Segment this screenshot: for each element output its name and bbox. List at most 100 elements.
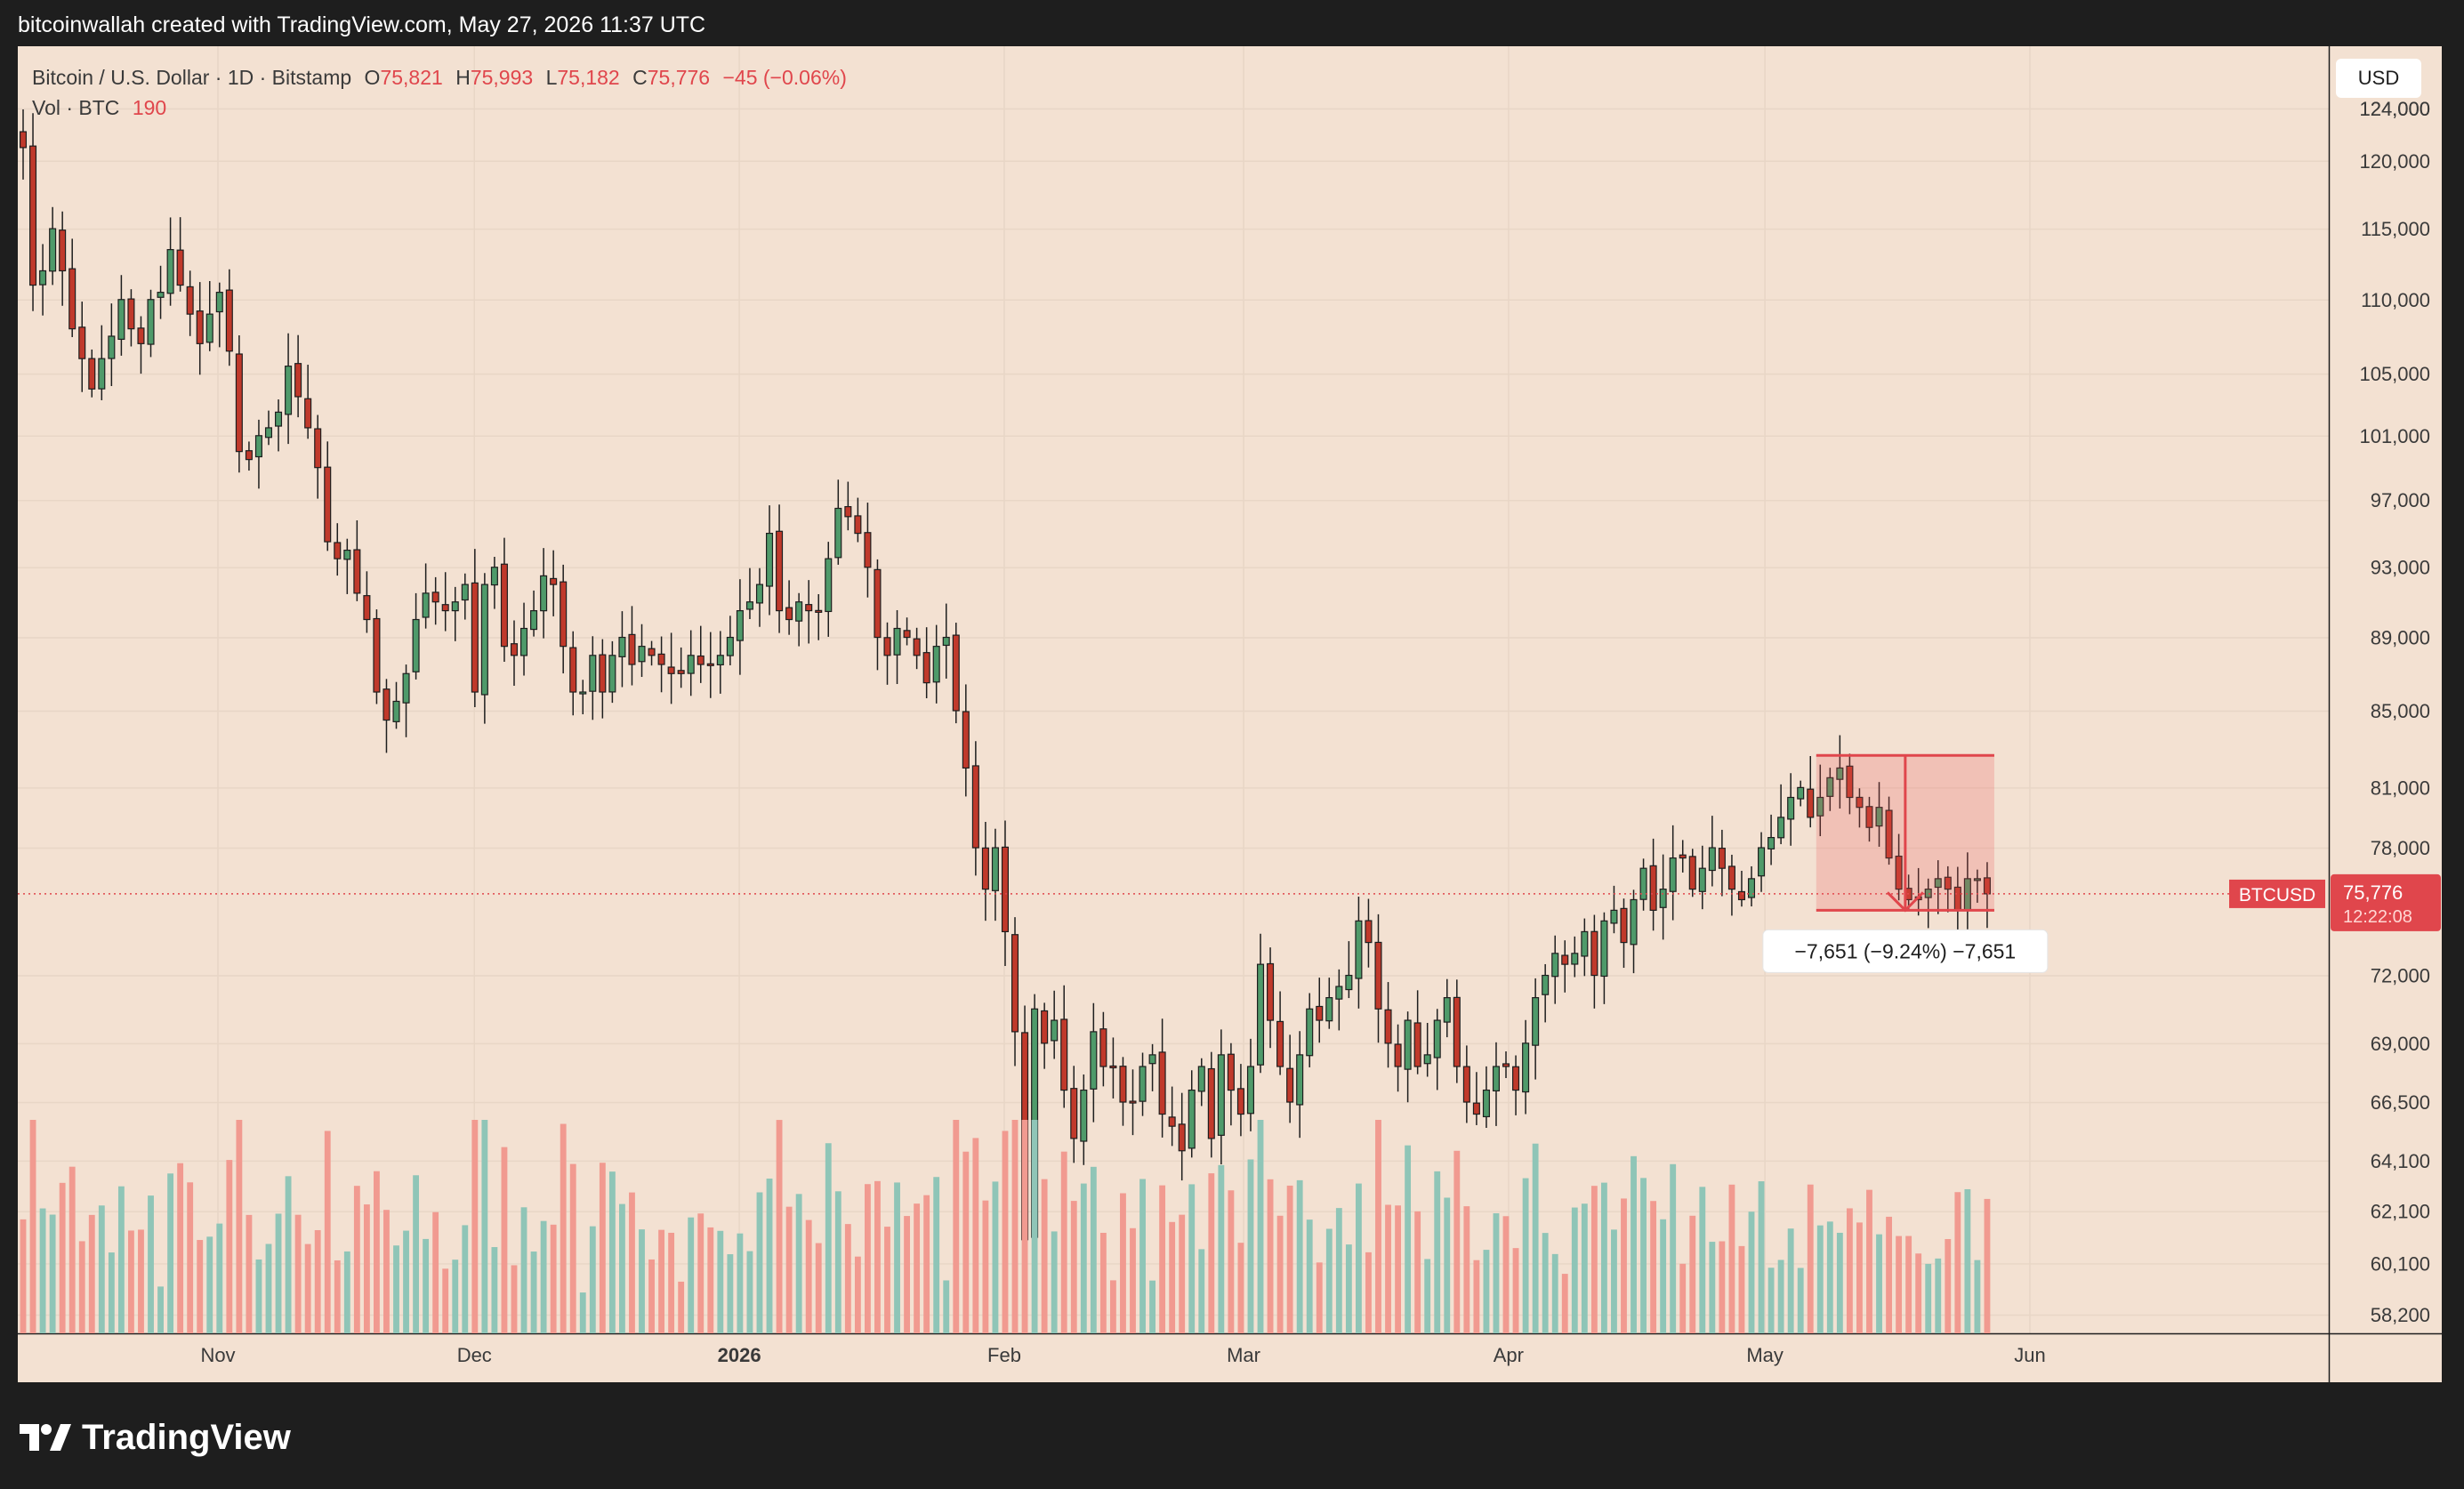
candle-body (618, 636, 626, 657)
high-value: 75,993 (470, 66, 534, 89)
tradingview-logo[interactable]: TradingView (20, 1416, 291, 1458)
candle-body (412, 618, 420, 672)
candle-body (108, 335, 116, 359)
candle-body (1542, 974, 1550, 995)
volume-bar (717, 1230, 724, 1333)
volume-bar (834, 1191, 841, 1333)
candle-body (942, 636, 950, 647)
candle-body (1256, 963, 1265, 1066)
candle-body (49, 228, 57, 272)
candle-body (353, 549, 361, 594)
volume-bar (1395, 1205, 1401, 1333)
volume-bar (569, 1163, 576, 1333)
volume-bar (639, 1229, 645, 1333)
legend-row-volume: Vol · BTC 190 (32, 93, 847, 123)
candle-body (1246, 1066, 1254, 1115)
price-tick-label: 66,500 (2371, 1091, 2430, 1114)
volume-bar (167, 1173, 174, 1333)
volume-bar (1041, 1179, 1048, 1333)
volume-bar (1974, 1260, 1981, 1333)
price-chart[interactable]: 124,000 120,000 115,000 110,000 105,000 101,0… (18, 46, 2442, 1382)
candle-body (343, 549, 351, 560)
volume-bar (1748, 1211, 1755, 1333)
volume-bar (1621, 1198, 1627, 1333)
volume-bar (294, 1214, 302, 1333)
volume-bar (1709, 1242, 1716, 1333)
candle-body (608, 655, 616, 693)
top-bar: bitcoinwallah created with TradingView.c… (0, 0, 2464, 46)
volume-bar (236, 1120, 243, 1333)
candle-body (1718, 848, 1726, 869)
chart-area[interactable]: 124,000 120,000 115,000 110,000 105,000 101,0… (18, 46, 2442, 1382)
volume-bar (766, 1179, 773, 1333)
candle-body (1109, 1065, 1117, 1069)
volume-bar (579, 1292, 586, 1333)
candle-body (1051, 1019, 1059, 1042)
volume-bar (246, 1214, 253, 1333)
candle-body (1875, 807, 1883, 827)
candle-body (225, 289, 233, 352)
price-tick-label: 110,000 (2361, 289, 2430, 311)
candle-body (667, 666, 675, 674)
volume-bar (197, 1240, 204, 1333)
candle-body (304, 398, 312, 429)
volume-bar (688, 1217, 695, 1333)
candle-body (883, 637, 891, 656)
candle-body (1649, 865, 1657, 911)
candle-body (363, 595, 371, 621)
volume-bar (1463, 1206, 1470, 1333)
volume-bar (148, 1195, 154, 1333)
candle-body (500, 563, 508, 648)
volume-bar (1237, 1243, 1244, 1333)
volume-bar (49, 1214, 56, 1333)
volume-bar (1031, 1120, 1038, 1333)
volume-label[interactable]: Vol · BTC (32, 96, 120, 119)
volume-bar (884, 1227, 890, 1333)
volume-bar (432, 1211, 439, 1333)
volume-bar (697, 1213, 705, 1333)
candle-body (1148, 1054, 1156, 1065)
volume-bar (1758, 1181, 1765, 1333)
candle-body (1581, 930, 1589, 957)
volume-bar (1670, 1163, 1677, 1333)
volume-bar (727, 1254, 734, 1333)
measure-arrow-head (1886, 891, 1924, 913)
volume-bar (1316, 1262, 1323, 1333)
volume-bar (1286, 1185, 1293, 1333)
candle-body (1600, 920, 1608, 978)
brand-text: TradingView (82, 1417, 291, 1457)
candle-body (1669, 857, 1677, 892)
symbol-description[interactable]: Bitcoin / U.S. Dollar · 1D · Bitstamp (32, 66, 352, 89)
volume-bar (864, 1184, 871, 1333)
candle-body (294, 363, 302, 398)
candle-body (815, 609, 823, 613)
volume-bar (117, 1186, 125, 1333)
candle-body (1472, 1102, 1480, 1115)
candle-body (1001, 846, 1010, 933)
volume-bar (1159, 1185, 1166, 1333)
candle-body (903, 630, 911, 639)
currency-button[interactable]: USD (2336, 59, 2421, 98)
volume-bar (1051, 1231, 1058, 1333)
candle-body (745, 601, 753, 610)
price-tick-label: 124,000 (2359, 98, 2430, 120)
candle-body (628, 633, 636, 665)
candle-body (1325, 997, 1333, 1022)
candle-body (78, 326, 86, 359)
candle-body (510, 643, 519, 656)
volume-bar (177, 1163, 184, 1333)
price-tag-value: 75,776 (2343, 881, 2403, 904)
candle-body (550, 577, 558, 585)
candle-body (874, 568, 882, 639)
time-tick-label: Jun (2014, 1344, 2045, 1366)
volume-bar (462, 1225, 469, 1333)
candle-body (1119, 1066, 1127, 1103)
time-tick-label: May (1746, 1344, 1784, 1366)
volume-bar (353, 1186, 360, 1333)
volume-bar (1130, 1227, 1136, 1333)
candle-body (1413, 1022, 1421, 1067)
candle-body (1865, 806, 1873, 828)
volume-bar (599, 1163, 606, 1333)
candle-body (196, 310, 204, 344)
candle-body (1080, 1089, 1088, 1142)
